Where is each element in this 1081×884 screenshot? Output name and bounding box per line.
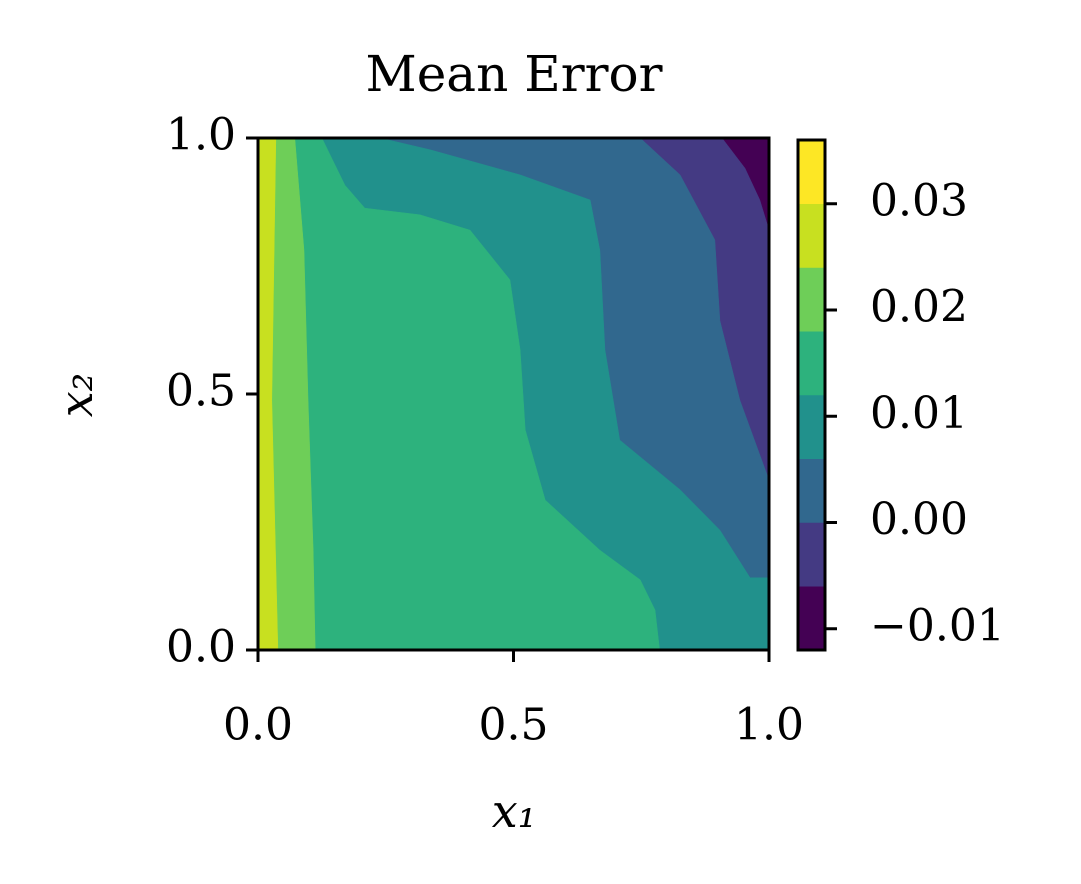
colorbar-frame [796, 138, 827, 652]
colorbar-tick-label: 0.01 [870, 388, 968, 439]
colorbar-band [797, 522, 826, 587]
x-tick-label: 1.0 [734, 700, 804, 751]
y-axis-label: x₂ [49, 373, 103, 417]
colorbar-band [797, 458, 826, 523]
colorbar-band [797, 139, 826, 204]
x-tick-label: 0.0 [223, 700, 293, 751]
colorbar-band [797, 586, 826, 651]
y-tick-label: 1.0 [166, 110, 236, 161]
colorbar-band [797, 267, 826, 332]
chart-title: Mean Error [366, 45, 663, 103]
y-tick-label: 0.0 [166, 622, 236, 673]
colorbar-band [797, 394, 826, 459]
x-tick-label: 0.5 [479, 700, 549, 751]
colorbar-tick-label: 0.03 [870, 175, 968, 226]
colorbar-band [797, 331, 826, 396]
colorbar-tick-label: 0.00 [870, 494, 968, 545]
y-tick-label: 0.5 [166, 366, 236, 417]
colorbar-tick-label: −0.01 [870, 600, 1005, 651]
colorbar-tick-label: 0.02 [870, 282, 968, 333]
x-axis-label: x₁ [492, 784, 536, 838]
colorbar-band [797, 203, 826, 268]
